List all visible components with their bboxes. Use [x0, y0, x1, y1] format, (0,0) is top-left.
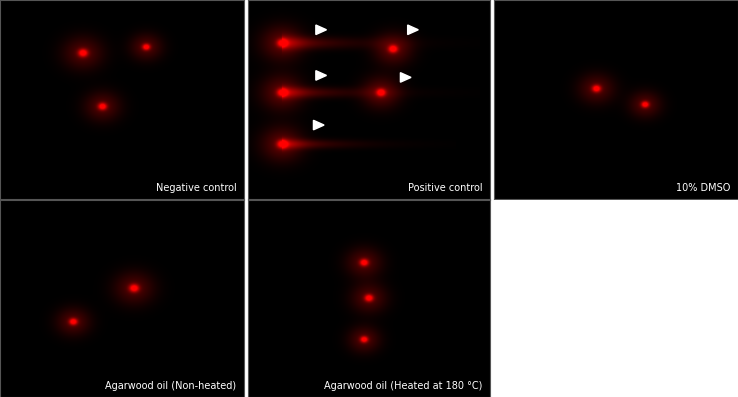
Polygon shape — [316, 25, 326, 35]
Text: Agarwood oil (Heated at 180 °C): Agarwood oil (Heated at 180 °C) — [324, 381, 483, 391]
Polygon shape — [407, 25, 418, 35]
Text: Agarwood oil (Non-heated): Agarwood oil (Non-heated) — [106, 381, 236, 391]
Text: Negative control: Negative control — [156, 183, 236, 193]
Text: Positive control: Positive control — [408, 183, 483, 193]
Polygon shape — [314, 120, 324, 130]
Polygon shape — [401, 73, 411, 82]
Polygon shape — [316, 71, 326, 80]
Text: 10% DMSO: 10% DMSO — [676, 183, 731, 193]
